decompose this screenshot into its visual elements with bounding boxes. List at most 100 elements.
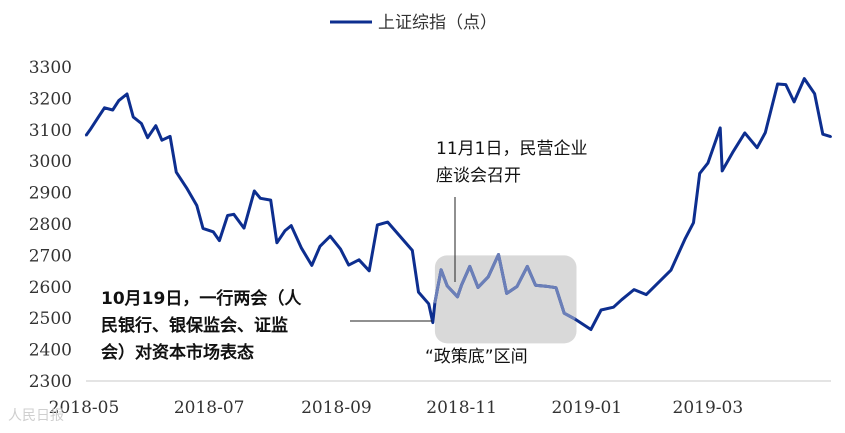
x-tick-label: 2018-07 xyxy=(174,398,245,418)
data-point xyxy=(140,122,143,125)
data-point xyxy=(573,317,576,320)
data-point xyxy=(516,285,518,288)
data-point xyxy=(339,248,342,251)
data-point xyxy=(497,253,500,256)
y-tick-label: 3200 xyxy=(29,89,72,109)
data-point xyxy=(300,247,303,250)
data-point xyxy=(620,298,623,301)
data-point xyxy=(212,230,215,233)
data-point xyxy=(731,151,734,154)
data-point xyxy=(185,186,188,189)
legend: 上证综指（点） xyxy=(330,13,497,33)
data-point xyxy=(85,134,87,137)
data-point xyxy=(417,291,420,294)
y-axis: 2300 2400 2500 2600 2700 2800 2900 3000 3100 3200… xyxy=(29,58,72,392)
x-tick-label: 2018-11 xyxy=(426,398,497,418)
annotation-nov1-line1: 11月1日，民营企业 xyxy=(436,139,587,159)
x-tick-label: 2018-05 xyxy=(49,398,120,418)
annotation-oct19-line2: 民银行、银保监会、证监 xyxy=(101,315,288,336)
data-point xyxy=(446,284,449,287)
data-point xyxy=(534,284,537,287)
data-point xyxy=(468,265,471,268)
data-point xyxy=(589,328,592,331)
data-point xyxy=(175,171,178,174)
data-point xyxy=(784,83,787,86)
data-point xyxy=(386,221,389,224)
data-point xyxy=(477,286,479,289)
data-point xyxy=(329,235,332,238)
data-point xyxy=(160,139,163,142)
data-point xyxy=(169,135,172,138)
y-tick-label: 2900 xyxy=(29,184,72,204)
data-points xyxy=(85,77,832,331)
data-point xyxy=(776,83,779,85)
data-point xyxy=(563,312,566,315)
data-point xyxy=(793,100,796,103)
data-point xyxy=(310,264,313,267)
data-point xyxy=(146,136,149,139)
data-point xyxy=(376,223,379,226)
data-point xyxy=(427,302,430,305)
annotation-oct19-line1: 10月19日，一行两会（人 xyxy=(101,288,302,309)
data-point xyxy=(269,199,272,202)
data-point xyxy=(126,93,128,95)
data-point xyxy=(97,116,100,119)
x-tick-label: 2019-01 xyxy=(551,398,622,418)
data-point xyxy=(756,146,759,149)
data-point xyxy=(347,264,350,267)
y-tick-label: 3000 xyxy=(29,152,72,172)
data-point xyxy=(202,227,204,230)
data-point xyxy=(232,213,235,216)
data-point xyxy=(645,293,648,296)
data-point xyxy=(284,229,287,232)
data-point xyxy=(440,268,443,271)
data-point xyxy=(460,283,463,286)
policy-bottom-region xyxy=(434,255,577,344)
data-point xyxy=(612,306,615,309)
y-tick-label: 2700 xyxy=(29,246,72,266)
data-point xyxy=(692,221,695,224)
data-point xyxy=(253,190,256,192)
y-tick-label: 2600 xyxy=(29,278,72,298)
data-point xyxy=(154,124,157,127)
y-tick-label: 2500 xyxy=(29,309,72,329)
data-point xyxy=(89,128,92,131)
data-point xyxy=(803,77,806,80)
x-tick-label: 2018-09 xyxy=(301,398,372,418)
data-point xyxy=(411,249,414,252)
data-point xyxy=(275,241,278,244)
data-point xyxy=(698,172,701,175)
x-axis: 2018-05 2018-07 2018-09 2018-11 2019-01 2019-… xyxy=(49,398,744,418)
data-point xyxy=(431,321,434,324)
data-point xyxy=(433,301,436,304)
data-point xyxy=(218,239,221,242)
data-point xyxy=(544,285,547,288)
data-point xyxy=(821,133,824,136)
data-point xyxy=(368,269,371,272)
data-point xyxy=(764,131,767,134)
policy-bottom-label: “政策底”区间 xyxy=(425,347,528,367)
data-point xyxy=(706,162,709,165)
data-point xyxy=(259,197,262,200)
data-point xyxy=(456,295,459,298)
data-point xyxy=(226,214,229,217)
data-point xyxy=(669,269,672,272)
data-point xyxy=(195,204,198,207)
watermark: 人民日报 xyxy=(8,408,64,424)
y-tick-label: 3300 xyxy=(29,58,72,78)
data-point xyxy=(721,169,724,172)
data-point xyxy=(743,131,746,134)
y-tick-label: 2300 xyxy=(29,372,72,392)
data-point xyxy=(830,135,832,138)
y-tick-label: 2400 xyxy=(29,341,72,361)
data-point xyxy=(132,115,135,118)
y-tick-label: 3100 xyxy=(29,121,72,141)
data-point xyxy=(555,286,557,289)
annotation-oct19-line3: 会）对资本市场表态 xyxy=(101,342,254,363)
data-point xyxy=(103,106,106,109)
data-point xyxy=(813,92,816,95)
data-point xyxy=(600,309,603,311)
data-point xyxy=(117,99,120,102)
legend-label: 上证综指（点） xyxy=(378,13,497,33)
